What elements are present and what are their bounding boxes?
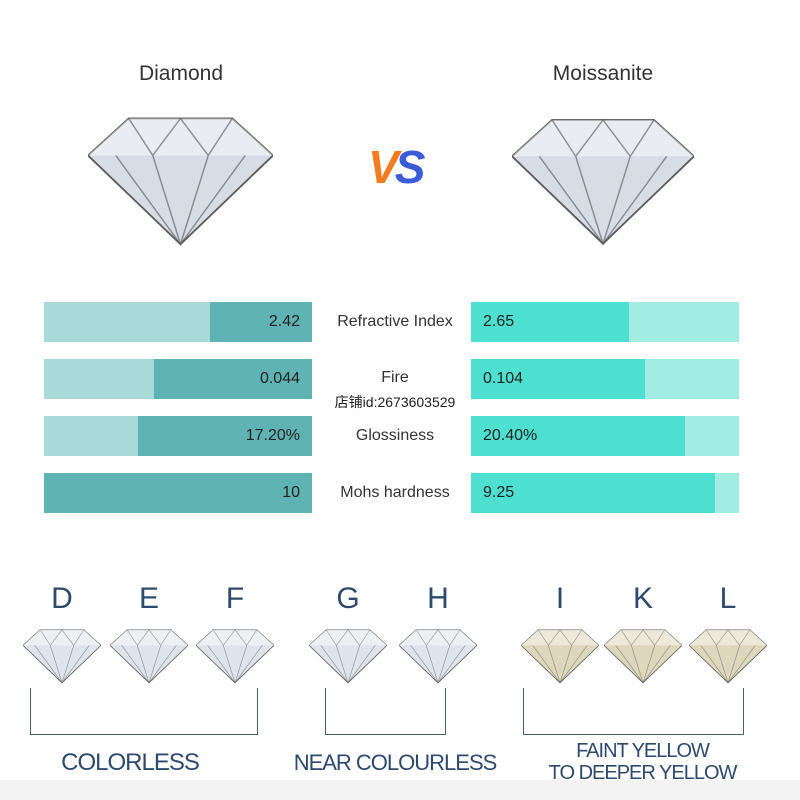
diamond-value: 0.044 <box>259 370 300 387</box>
footer-band <box>0 780 800 800</box>
diamond-value: 10 <box>282 484 300 501</box>
bracket-near-colourless <box>325 688 446 735</box>
diamond-value: 17.20% <box>245 427 300 444</box>
diamond-bar-fill <box>137 416 312 456</box>
moissanite-value: 9.25 <box>483 484 515 501</box>
metric-label: Mohs hardness <box>340 484 450 501</box>
moissanite-value: 2.65 <box>483 313 515 330</box>
faint-yellow-line1: FAINT YELLOW <box>576 740 710 762</box>
diamond-gem-image <box>88 112 273 247</box>
moissanite-bar-fill <box>471 302 630 342</box>
moissanite-bar: 0.104 <box>471 359 739 399</box>
grade-letter: I <box>555 582 565 615</box>
metric-label: Glossiness <box>355 427 435 444</box>
grade-letter: K <box>632 582 653 615</box>
group-label-faint-yellow: FAINT YELLOW TO DEEPER YELLOW <box>540 740 745 784</box>
grade-letter: D <box>51 582 73 615</box>
diamond-bar: 17.20% <box>44 416 312 456</box>
grade-letter: E <box>138 582 159 615</box>
faint-yellow-line2: TO DEEPER YELLOW <box>548 762 738 784</box>
grade-gem-icon <box>521 627 599 684</box>
bracket-colorless <box>30 688 258 735</box>
grade-gem-icon <box>110 627 188 684</box>
vs-s: S <box>394 141 426 193</box>
grade-letter: F <box>225 582 245 615</box>
diamond-bar: 2.42 <box>44 302 312 342</box>
diamond-bar: 10 <box>44 473 312 513</box>
watermark-text: 店铺id:2673603529 <box>334 394 456 410</box>
grade-letter: L <box>719 582 737 615</box>
diamond-value: 2.42 <box>268 313 300 330</box>
group-label-near-colourless: NEAR COLOURLESS <box>293 750 498 775</box>
diamond-title: Diamond <box>138 62 224 85</box>
diamond-bar: 0.044 <box>44 359 312 399</box>
bracket-faint-yellow <box>523 688 744 735</box>
grade-letter: H <box>427 582 449 615</box>
moissanite-bar: 9.25 <box>471 473 739 513</box>
moissanite-bar-fill <box>471 473 715 513</box>
grade-gem-icon <box>309 627 387 684</box>
moissanite-gem-image <box>512 114 694 246</box>
diamond-bar-fill <box>44 473 312 513</box>
moissanite-value: 20.40% <box>483 427 538 444</box>
moissanite-title: Moissanite <box>552 62 654 85</box>
grade-gem-icon <box>689 627 767 684</box>
grade-gem-icon <box>399 627 477 684</box>
metric-label: Refractive Index <box>337 313 453 330</box>
grade-gem-icon <box>604 627 682 684</box>
vs-logo: VS <box>368 140 426 194</box>
diamond-bar-fill <box>210 302 312 342</box>
grade-gem-icon <box>196 627 274 684</box>
vs-v: V <box>368 141 399 193</box>
metric-label: Fire <box>381 369 409 386</box>
moissanite-bar-fill <box>471 359 646 399</box>
grade-letter: G <box>336 582 360 615</box>
moissanite-bar-fill <box>471 416 686 456</box>
diamond-bar-fill <box>153 359 312 399</box>
moissanite-bar: 20.40% <box>471 416 739 456</box>
moissanite-value: 0.104 <box>483 370 524 387</box>
group-label-colorless: COLORLESS <box>61 749 200 776</box>
moissanite-bar: 2.65 <box>471 302 739 342</box>
grade-gem-icon <box>23 627 101 684</box>
